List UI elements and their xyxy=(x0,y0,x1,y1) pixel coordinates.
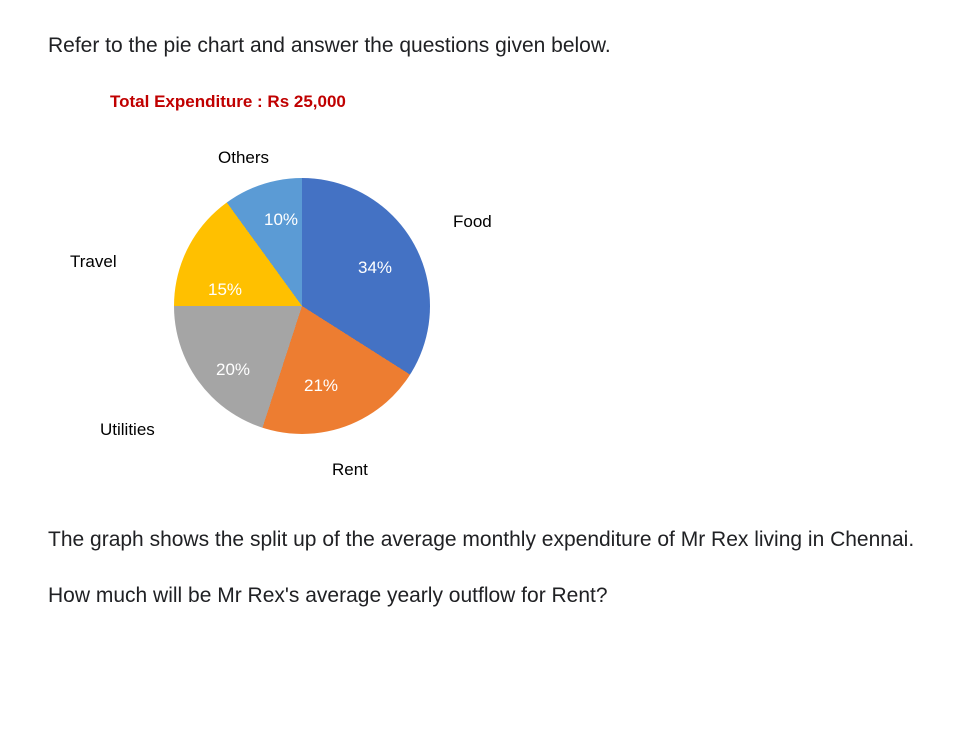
question-text: How much will be Mr Rex's average yearly… xyxy=(48,580,928,612)
slice-pct-utilities: 20% xyxy=(216,360,250,380)
slice-label-others: Others xyxy=(218,148,269,168)
slice-label-travel: Travel xyxy=(70,252,117,272)
pie-chart: Food Rent Utilities Travel Others 34% 21… xyxy=(48,130,548,510)
slice-pct-food: 34% xyxy=(358,258,392,278)
chart-description: The graph shows the split up of the aver… xyxy=(48,524,928,557)
slice-label-food: Food xyxy=(453,212,492,232)
chart-title: Total Expenditure : Rs 25,000 xyxy=(110,92,928,112)
slice-pct-rent: 21% xyxy=(304,376,338,396)
chart-container: Total Expenditure : Rs 25,000 Food Rent … xyxy=(48,92,928,510)
slice-label-utilities: Utilities xyxy=(100,420,155,440)
slice-pct-travel: 15% xyxy=(208,280,242,300)
pie-graphic xyxy=(174,178,430,434)
slice-label-rent: Rent xyxy=(332,460,368,480)
slice-pct-others: 10% xyxy=(264,210,298,230)
instruction-text: Refer to the pie chart and answer the qu… xyxy=(48,30,928,62)
